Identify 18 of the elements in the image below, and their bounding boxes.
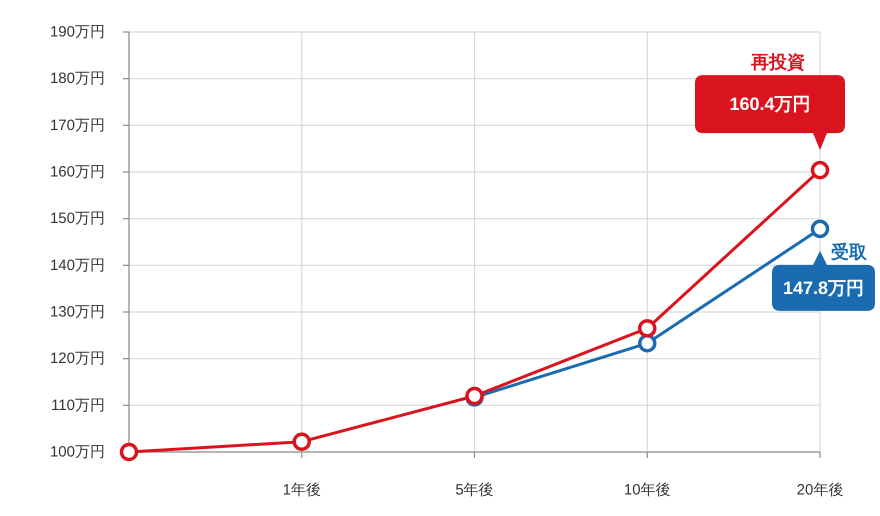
xtick-label: 1年後 — [282, 482, 321, 498]
ytick-label: 170万円 — [50, 116, 105, 134]
ytick-label: 150万円 — [50, 210, 105, 228]
ytick-label: 120万円 — [50, 350, 105, 368]
series-name: 再投資 — [751, 52, 805, 72]
ytick-label: 130万円 — [50, 304, 105, 320]
xtick-label: 10年後 — [624, 482, 671, 498]
ytick-label: 160万円 — [50, 164, 105, 180]
xtick-label: 5年後 — [455, 482, 494, 498]
value-label: 160.4万円 — [729, 94, 811, 114]
ytick-label: 100万円 — [50, 444, 105, 460]
value-label: 147.8万円 — [782, 278, 864, 298]
ytick-label: 190万円 — [50, 24, 105, 40]
ytick-label: 110万円 — [51, 396, 105, 414]
ytick-label: 140万円 — [50, 256, 105, 274]
xtick-label: 20年後 — [796, 482, 844, 498]
ytick-label: 180万円 — [50, 70, 105, 88]
series-name: 受取 — [831, 242, 867, 262]
